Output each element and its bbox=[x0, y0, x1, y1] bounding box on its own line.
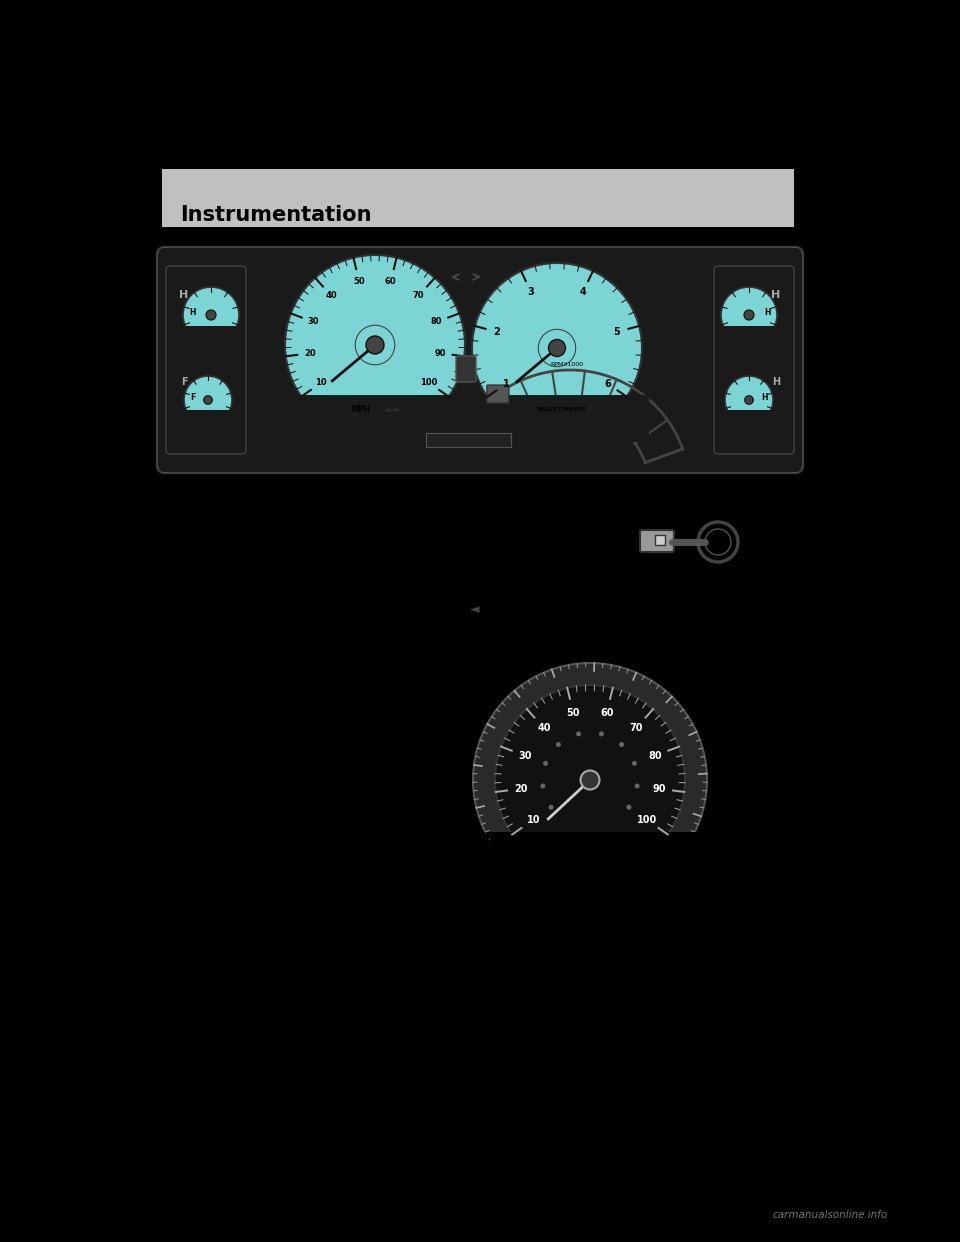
Circle shape bbox=[599, 732, 604, 737]
FancyBboxPatch shape bbox=[490, 832, 695, 889]
FancyBboxPatch shape bbox=[655, 535, 665, 545]
Text: 70: 70 bbox=[413, 292, 424, 301]
Text: carmanualsonline.info: carmanualsonline.info bbox=[773, 1210, 888, 1220]
Circle shape bbox=[548, 805, 554, 810]
Circle shape bbox=[744, 310, 754, 320]
Circle shape bbox=[495, 686, 685, 876]
Text: 10: 10 bbox=[316, 378, 327, 388]
FancyBboxPatch shape bbox=[468, 832, 717, 903]
Circle shape bbox=[619, 741, 624, 746]
Circle shape bbox=[556, 741, 561, 746]
Text: H: H bbox=[189, 308, 196, 317]
Text: 50: 50 bbox=[353, 277, 365, 286]
FancyBboxPatch shape bbox=[487, 385, 509, 404]
FancyBboxPatch shape bbox=[719, 327, 779, 345]
Circle shape bbox=[725, 376, 773, 424]
Text: 90: 90 bbox=[435, 349, 446, 358]
Text: 6: 6 bbox=[605, 379, 612, 389]
Text: H: H bbox=[772, 289, 780, 301]
Circle shape bbox=[548, 339, 565, 356]
Circle shape bbox=[285, 255, 465, 435]
Circle shape bbox=[745, 396, 754, 405]
Text: MPH: MPH bbox=[350, 405, 370, 415]
FancyBboxPatch shape bbox=[640, 530, 674, 551]
FancyBboxPatch shape bbox=[166, 266, 246, 455]
Text: F: F bbox=[190, 394, 195, 402]
Text: km/h: km/h bbox=[386, 407, 400, 412]
FancyBboxPatch shape bbox=[714, 266, 794, 455]
Text: H: H bbox=[764, 308, 771, 317]
Text: 30: 30 bbox=[518, 750, 532, 760]
Circle shape bbox=[543, 761, 548, 766]
Text: ◄: ◄ bbox=[470, 604, 480, 616]
Text: 3: 3 bbox=[527, 287, 534, 297]
FancyBboxPatch shape bbox=[182, 410, 234, 426]
Text: 100: 100 bbox=[636, 815, 657, 825]
FancyBboxPatch shape bbox=[723, 410, 775, 426]
Text: Instrumentation: Instrumentation bbox=[180, 205, 372, 225]
Text: 40: 40 bbox=[538, 723, 551, 733]
Text: 10: 10 bbox=[526, 815, 540, 825]
Text: 20: 20 bbox=[304, 349, 316, 358]
Circle shape bbox=[366, 337, 384, 354]
Text: 90: 90 bbox=[652, 784, 665, 794]
Text: 2: 2 bbox=[493, 327, 500, 337]
Text: 20: 20 bbox=[515, 784, 528, 794]
Circle shape bbox=[473, 663, 707, 897]
FancyBboxPatch shape bbox=[456, 356, 476, 383]
FancyBboxPatch shape bbox=[467, 395, 649, 441]
Text: 60: 60 bbox=[385, 277, 396, 286]
Text: 4: 4 bbox=[580, 287, 587, 297]
Text: H: H bbox=[761, 394, 768, 402]
FancyBboxPatch shape bbox=[162, 169, 794, 227]
FancyBboxPatch shape bbox=[181, 327, 241, 345]
Text: 5: 5 bbox=[613, 327, 620, 337]
Circle shape bbox=[540, 784, 545, 789]
Circle shape bbox=[184, 376, 232, 424]
FancyBboxPatch shape bbox=[426, 433, 511, 447]
Text: 60: 60 bbox=[600, 708, 613, 718]
Text: F: F bbox=[180, 378, 187, 388]
Text: 80: 80 bbox=[431, 318, 443, 327]
FancyBboxPatch shape bbox=[280, 395, 472, 443]
Text: 30: 30 bbox=[308, 318, 320, 327]
Text: 100: 100 bbox=[420, 378, 438, 388]
Text: SELECT/RESET: SELECT/RESET bbox=[537, 406, 588, 411]
Circle shape bbox=[721, 287, 777, 343]
Circle shape bbox=[206, 310, 216, 320]
Circle shape bbox=[183, 287, 239, 343]
Text: 70: 70 bbox=[630, 723, 643, 733]
Text: RPMX1000: RPMX1000 bbox=[550, 363, 584, 368]
Circle shape bbox=[635, 784, 639, 789]
Circle shape bbox=[581, 770, 599, 790]
Circle shape bbox=[627, 805, 632, 810]
Circle shape bbox=[576, 732, 581, 737]
Text: H: H bbox=[180, 289, 188, 301]
Circle shape bbox=[632, 761, 637, 766]
Text: 80: 80 bbox=[648, 750, 661, 760]
Text: 40: 40 bbox=[325, 292, 337, 301]
Circle shape bbox=[204, 396, 212, 405]
FancyBboxPatch shape bbox=[157, 247, 803, 473]
Text: 1: 1 bbox=[503, 379, 510, 389]
Circle shape bbox=[472, 263, 642, 433]
Text: H: H bbox=[772, 378, 780, 388]
Text: 50: 50 bbox=[566, 708, 580, 718]
